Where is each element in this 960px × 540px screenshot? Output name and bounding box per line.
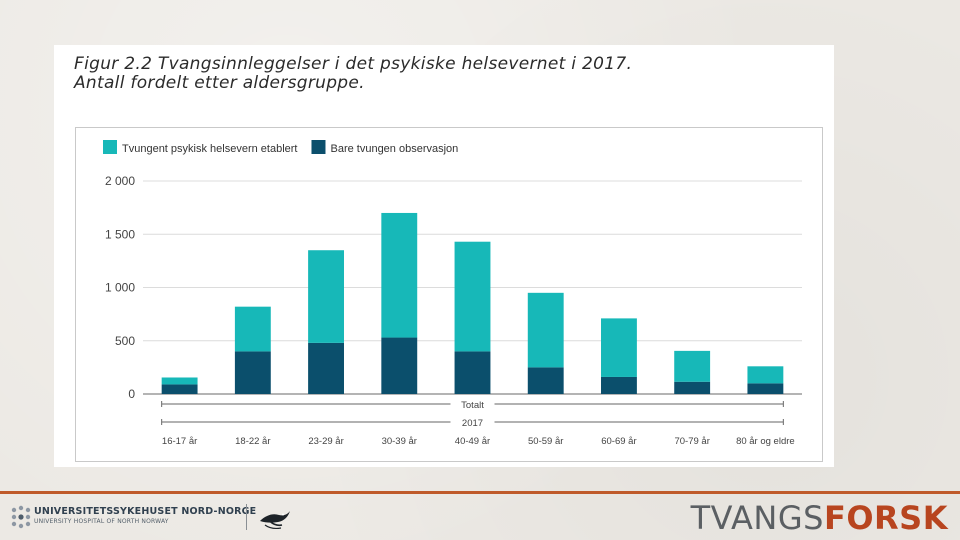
- brand-part1: TVANGS: [690, 499, 824, 537]
- bar-segment: [381, 212, 418, 338]
- bar-segment: [601, 318, 637, 377]
- bar-segment: [601, 376, 637, 394]
- bar-segment: [747, 366, 784, 384]
- bar-segment: [527, 367, 564, 394]
- bracket-label: Totalt: [461, 400, 484, 411]
- bar-segment: [234, 351, 271, 394]
- bar-segment: [454, 351, 491, 394]
- x-tick-label: 60-69 år: [601, 436, 636, 447]
- x-tick-label: 80 år og eldre: [736, 436, 795, 447]
- hospital-name: UNIVERSITETSSYKEHUSET NORD-NORGE: [34, 506, 257, 517]
- bar-segment: [161, 377, 198, 385]
- y-tick-label: 1 000: [105, 281, 135, 295]
- bar-segment: [527, 292, 564, 368]
- bar-segment: [674, 381, 711, 394]
- bar-segment: [381, 337, 418, 394]
- figure-title-line1: Figur 2.2 Tvangsinnleggelser i det psyki…: [74, 54, 633, 74]
- unn-logo-icon: [11, 505, 31, 529]
- tvangsforsk-logo: TVANGSFORSK: [691, 498, 948, 538]
- footer-accent-bar: [0, 491, 960, 494]
- y-tick-label: 2 000: [105, 174, 135, 188]
- bar-segment: [234, 306, 271, 352]
- bar-segment: [161, 384, 198, 394]
- brand-part2: FORSK: [823, 499, 948, 537]
- bar-segment: [308, 250, 344, 343]
- y-tick-label: 1 500: [105, 227, 135, 241]
- bar-segment: [674, 350, 711, 382]
- hospital-name-english: UNIVERSITY HOSPITAL OF NORTH NORWAY: [34, 518, 169, 525]
- legend-swatch: [311, 140, 326, 154]
- bird-logo-icon: [260, 511, 290, 529]
- bar-chart: Tvungent psykisk helsevern etablert Bare …: [103, 140, 802, 447]
- figure-title: Figur 2.2 Tvangsinnleggelser i det psyki…: [74, 55, 824, 93]
- bar-segment: [454, 241, 491, 352]
- bracket-label: 2017: [462, 418, 483, 429]
- y-tick-label: 0: [128, 387, 135, 401]
- x-tick-label: 70-79 år: [674, 436, 709, 447]
- x-tick-label: 16-17 år: [162, 436, 197, 447]
- legend-label: Tvungent psykisk helsevern etablert: [122, 143, 297, 155]
- x-tick-label: 23-29 år: [308, 436, 343, 447]
- x-tick-label: 18-22 år: [235, 436, 270, 447]
- figure-card: Figur 2.2 Tvangsinnleggelser i det psyki…: [54, 45, 834, 467]
- figure-title-line2: Antall fordelt etter aldersgruppe.: [74, 73, 365, 93]
- bar-segment: [308, 342, 344, 394]
- bar-segment: [747, 383, 784, 394]
- x-tick-label: 50-59 år: [528, 436, 563, 447]
- legend-label: Bare tvungen observasjon: [330, 143, 458, 155]
- legend-swatch: [103, 140, 117, 154]
- x-tick-label: 30-39 år: [382, 436, 417, 447]
- y-tick-label: 500: [115, 334, 135, 348]
- x-tick-label: 40-49 år: [455, 436, 490, 447]
- footer-divider: [246, 504, 247, 530]
- chart-area: Tvungent psykisk helsevern etablert Bare …: [75, 127, 823, 462]
